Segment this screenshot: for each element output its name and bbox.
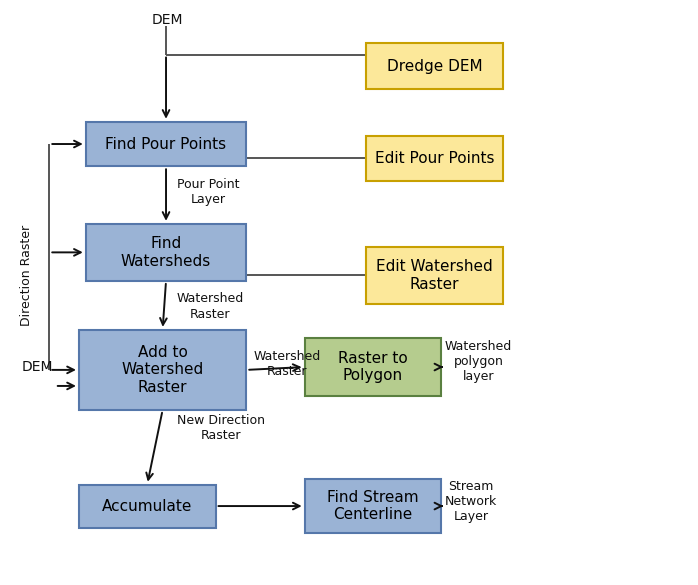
Text: Pour Point
Layer: Pour Point Layer (177, 178, 239, 206)
Text: Stream
Network
Layer: Stream Network Layer (445, 480, 497, 523)
FancyBboxPatch shape (79, 484, 216, 528)
Text: Accumulate: Accumulate (102, 498, 193, 514)
Text: Dredge DEM: Dredge DEM (387, 58, 482, 74)
Text: Find Pour Points: Find Pour Points (105, 136, 227, 152)
FancyBboxPatch shape (86, 223, 246, 281)
FancyBboxPatch shape (366, 247, 503, 304)
Text: Add to
Watershed
Raster: Add to Watershed Raster (121, 345, 204, 395)
Text: Watershed
Raster: Watershed Raster (253, 350, 320, 378)
FancyBboxPatch shape (79, 330, 246, 410)
Text: Direction Raster: Direction Raster (20, 225, 33, 326)
Text: DEM: DEM (22, 360, 54, 374)
FancyBboxPatch shape (86, 122, 246, 166)
Text: Raster to
Polygon: Raster to Polygon (338, 351, 408, 383)
Text: Edit Watershed
Raster: Edit Watershed Raster (376, 259, 493, 291)
FancyBboxPatch shape (366, 43, 503, 89)
Text: Edit Pour Points: Edit Pour Points (375, 151, 494, 166)
FancyBboxPatch shape (366, 136, 503, 181)
FancyBboxPatch shape (304, 479, 441, 534)
FancyBboxPatch shape (304, 338, 441, 395)
Text: Find Stream
Centerline: Find Stream Centerline (327, 490, 419, 522)
Text: DEM: DEM (152, 13, 184, 27)
Text: Watershed
polygon
layer: Watershed polygon layer (445, 340, 512, 383)
Text: Find
Watersheds: Find Watersheds (121, 236, 211, 269)
Text: Watershed
Raster: Watershed Raster (177, 292, 244, 321)
Text: New Direction
Raster: New Direction Raster (177, 414, 265, 442)
